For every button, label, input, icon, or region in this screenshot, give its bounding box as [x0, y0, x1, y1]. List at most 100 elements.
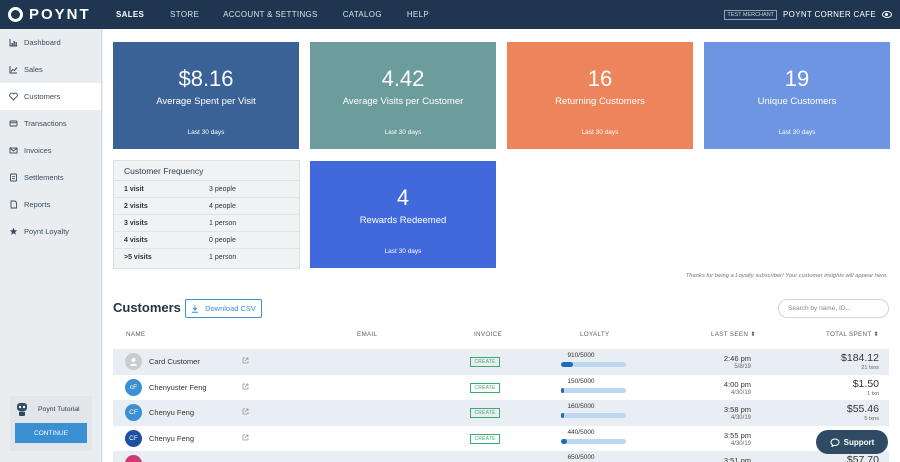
nav-help[interactable]: HELP [406, 10, 429, 19]
sidebar-item-reports[interactable]: Reports [0, 191, 101, 218]
external-link-icon[interactable] [242, 408, 249, 415]
create-invoice-button[interactable]: CREATE [470, 433, 500, 444]
loyalty-subscriber-note: Thanks for being a Loyalty subscriber! Y… [685, 273, 888, 279]
brand-name: POYNT [29, 6, 91, 23]
support-button[interactable]: Support [816, 430, 888, 454]
avatar: CF [125, 404, 142, 421]
loyalty-points: 160/5000 [567, 403, 595, 410]
sidebar-item-customers[interactable]: Customers [0, 83, 101, 110]
sidebar-item-dashboard[interactable]: Dashboard [0, 29, 101, 56]
create-invoice-button[interactable]: CREATE [470, 382, 500, 393]
avatar-initials: CF [129, 434, 138, 442]
loyalty-points: 440/5000 [567, 428, 595, 436]
external-link-icon[interactable] [242, 383, 249, 390]
tutorial-panel: Poynt Tutorial CONTINUE [10, 396, 92, 451]
sidebar-item-label: Customers [24, 92, 61, 101]
column-email: EMAIL [357, 331, 378, 338]
sidebar-item-label: Reports [24, 200, 51, 209]
create-invoice-button[interactable]: CREATE [470, 408, 500, 418]
frequency-title: Customer Frequency [114, 161, 299, 181]
merchant-name[interactable]: POYNT CORNER CAFE [783, 10, 876, 19]
frequency-row: 3 visits 1 person [114, 215, 299, 232]
last-seen-time: 3:51 pm [723, 456, 751, 462]
sidebar-item-settlements[interactable]: Settlements [0, 164, 101, 191]
sidebar-item-transactions[interactable]: Transactions [0, 110, 101, 137]
stat-label: Rewards Redeemed [359, 215, 447, 226]
column-last-seen[interactable]: LAST SEEN ⬍ [711, 331, 756, 338]
stat-label: Unique Customers [757, 96, 837, 107]
nav-sales[interactable]: SALES [116, 10, 145, 19]
loyalty-progress-fill [561, 387, 564, 393]
column-invoice: INVOICE [474, 331, 502, 338]
table-row[interactable]: Card Customer CREATE 910/5000 2:46 pm 5/8/19… [113, 349, 889, 375]
loyalty-points: 150/5000 [567, 377, 595, 385]
external-link-icon[interactable] [242, 434, 249, 441]
avatar-initials: cF [129, 383, 138, 391]
customer-name[interactable]: Card Customer [149, 357, 200, 366]
nav-catalog[interactable]: CATALOG [342, 10, 382, 19]
last-seen-time: 3:55 pm [723, 430, 751, 440]
star-icon [9, 227, 18, 236]
nav-store[interactable]: STORE [170, 10, 200, 19]
stat-card-avg-visits: 4.42 Average Visits per Customer Last 30… [310, 42, 496, 149]
document-icon [9, 200, 18, 209]
download-csv-label: Download CSV [205, 304, 256, 313]
download-csv-button[interactable]: Download CSV [185, 299, 262, 318]
create-invoice-button[interactable]: CREATE [470, 357, 500, 367]
frequency-visits: 4 visits [124, 236, 148, 244]
top-nav-bar: POYNT SALES STORE ACCOUNT & SETTINGS CAT… [0, 0, 900, 29]
loyalty-progress-fill [561, 413, 564, 418]
tutorial-continue-button[interactable]: CONTINUE [15, 423, 87, 443]
stat-period: Last 30 days [778, 129, 816, 136]
sidebar-item-sales[interactable]: Sales [0, 56, 101, 83]
transaction-count: 21 txns [861, 365, 879, 371]
last-seen-date: 4/30/19 [730, 415, 751, 421]
sidebar-item-poynt-loyalty[interactable]: Poynt Loyalty [0, 218, 101, 245]
customer-search-input[interactable]: Search by name, ID... [778, 299, 889, 318]
avatar [125, 353, 142, 370]
frequency-row: >5 visits 1 person [114, 249, 299, 266]
last-seen-date: 4/30/19 [730, 440, 751, 447]
receipt-icon [9, 119, 18, 128]
customer-name[interactable]: Chenyuster Feng [149, 382, 207, 392]
customer-name[interactable]: Chenyu Feng [149, 408, 195, 417]
eye-icon[interactable] [882, 11, 892, 18]
stat-label: Average Visits per Customer [342, 96, 464, 107]
sidebar-item-label: Dashboard [24, 38, 61, 47]
customers-title: Customers [113, 300, 181, 315]
column-name[interactable]: NAME [126, 331, 146, 338]
table-row[interactable]: CF Chenyu Feng CREATE 160/5000 3:58 pm 4/30/1… [113, 400, 889, 426]
frequency-visits: 3 visits [124, 219, 148, 227]
frequency-visits: 2 visits [124, 202, 148, 210]
avatar [125, 455, 142, 462]
sidebar-item-label: Transactions [24, 119, 67, 128]
column-total-spent[interactable]: TOTAL SPENT ⬍ [825, 331, 879, 338]
robot-icon [17, 403, 27, 416]
stat-value: $8.16 [178, 66, 234, 91]
last-seen-time: 3:58 pm [723, 405, 751, 414]
nav-account-settings[interactable]: ACCOUNT & SETTINGS [223, 10, 318, 19]
chat-icon [830, 437, 840, 447]
customer-name[interactable]: Chenyu Feng [149, 433, 195, 443]
stat-period: Last 30 days [384, 129, 422, 136]
stat-period: Last 30 days [187, 129, 225, 136]
chart-icon [9, 38, 18, 47]
merchant-info: TEST MERCHANT POYNT CORNER CAFE [724, 0, 892, 29]
mail-icon [9, 146, 18, 155]
table-row[interactable]: cF Chenyuster Feng CREATE 150/5000 4:00 pm 4/… [113, 375, 889, 401]
loyalty-points: 910/5000 [567, 352, 595, 359]
sidebar-item-label: Sales [24, 65, 43, 74]
loyalty-progress-bar [561, 362, 626, 367]
sidebar-item-invoices[interactable]: Invoices [0, 137, 101, 164]
table-row[interactable]: CF Chenyu Feng CREATE 440/5000 3:55 pm 4/30/1… [113, 426, 889, 452]
user-icon [130, 358, 137, 366]
transaction-count: 5 txns [864, 416, 879, 422]
frequency-people: 0 people [209, 236, 236, 244]
table-row[interactable]: 650/5000 3:51 pm $57.70 [113, 451, 889, 462]
main-nav: SALES STORE ACCOUNT & SETTINGS CATALOG H… [108, 0, 429, 29]
external-link-icon[interactable] [242, 357, 249, 364]
main-content: $8.16 Average Spent per Visit Last 30 da… [103, 29, 900, 462]
last-seen-date: 5/8/19 [734, 364, 751, 370]
loyalty-progress-fill [561, 362, 573, 367]
poynt-logo[interactable]: POYNT [8, 6, 108, 23]
